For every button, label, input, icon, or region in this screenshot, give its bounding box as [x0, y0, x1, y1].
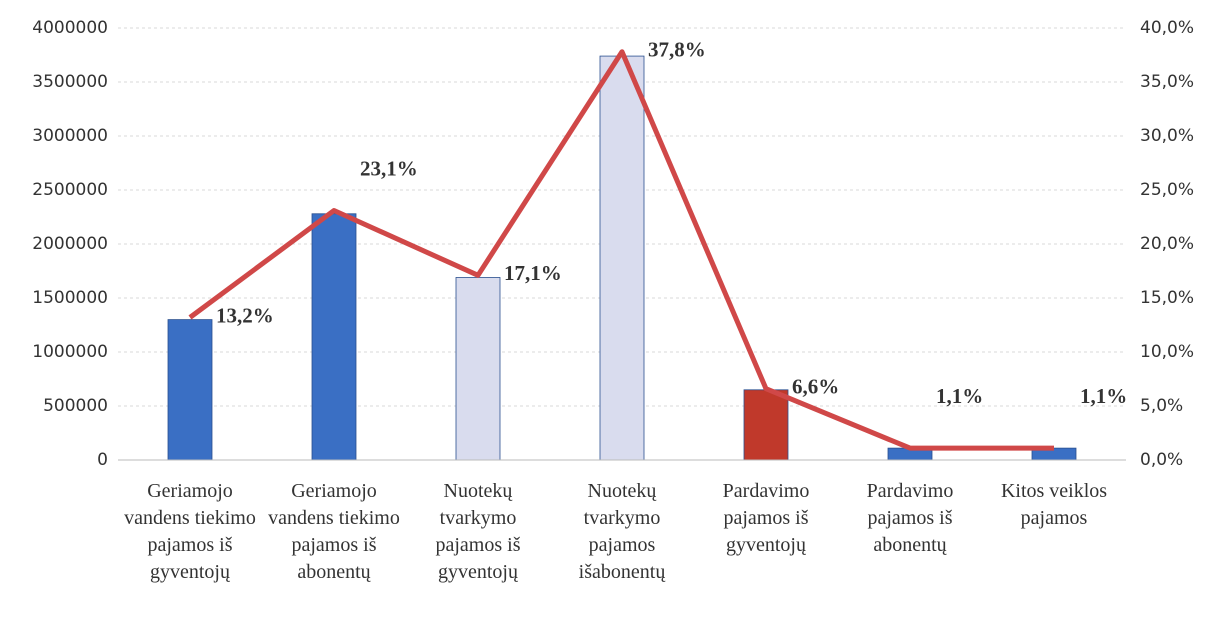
y2-tick-label: 20,0%: [1140, 234, 1194, 254]
bar: [599, 55, 645, 461]
bar: [167, 319, 213, 461]
x-tick-label: Nuotekų tvarkymo pajamos išabonentų: [578, 480, 666, 583]
data-label: 37,8%: [648, 38, 706, 62]
x-tick-label: Pardavimo pajamos iš abonentų: [866, 480, 954, 556]
y-tick-label: 3000000: [32, 126, 108, 146]
x-tick-label: Nuotekų tvarkymo pajamos iš gyventojų: [435, 480, 521, 583]
y2-tick-label: 5,0%: [1140, 396, 1183, 416]
y2-tick-label: 10,0%: [1140, 342, 1194, 362]
data-label: 13,2%: [216, 303, 274, 327]
bar: [311, 213, 357, 461]
y-tick-label: 2000000: [32, 234, 108, 254]
y2-tick-label: 25,0%: [1140, 180, 1194, 200]
data-label: 6,6%: [792, 375, 839, 399]
x-tick-label: Geriamojo vandens tiekimo pajamos iš abo…: [268, 480, 400, 583]
y-tick-label: 1500000: [32, 288, 108, 308]
y-tick-label: 3500000: [32, 72, 108, 92]
x-tick-label: Geriamojo vandens tiekimo pajamos iš gyv…: [124, 480, 256, 583]
line: [188, 49, 1054, 451]
y2-tick-label: 35,0%: [1140, 72, 1194, 92]
x-tick-label: Kitos veiklos pajamos: [1000, 480, 1108, 529]
y2-tick-label: 40,0%: [1140, 18, 1194, 38]
y2-tick-label: 15,0%: [1140, 288, 1194, 308]
y-tick-label: 4000000: [32, 18, 108, 38]
y2-tick-label: 30,0%: [1140, 126, 1194, 146]
y-tick-label: 2500000: [32, 180, 108, 200]
data-label: 1,1%: [936, 384, 983, 408]
y-tick-label: 0: [97, 450, 108, 470]
bar: [743, 389, 789, 461]
data-label: 1,1%: [1080, 384, 1127, 408]
data-label: 23,1%: [360, 156, 418, 180]
data-label: 17,1%: [504, 261, 562, 285]
y2-tick-label: 0,0%: [1140, 450, 1183, 470]
x-tick-label: Pardavimo pajamos iš gyventojų: [722, 480, 810, 556]
y-tick-label: 500000: [43, 396, 108, 416]
y-tick-label: 1000000: [32, 342, 108, 362]
bar: [455, 277, 501, 461]
